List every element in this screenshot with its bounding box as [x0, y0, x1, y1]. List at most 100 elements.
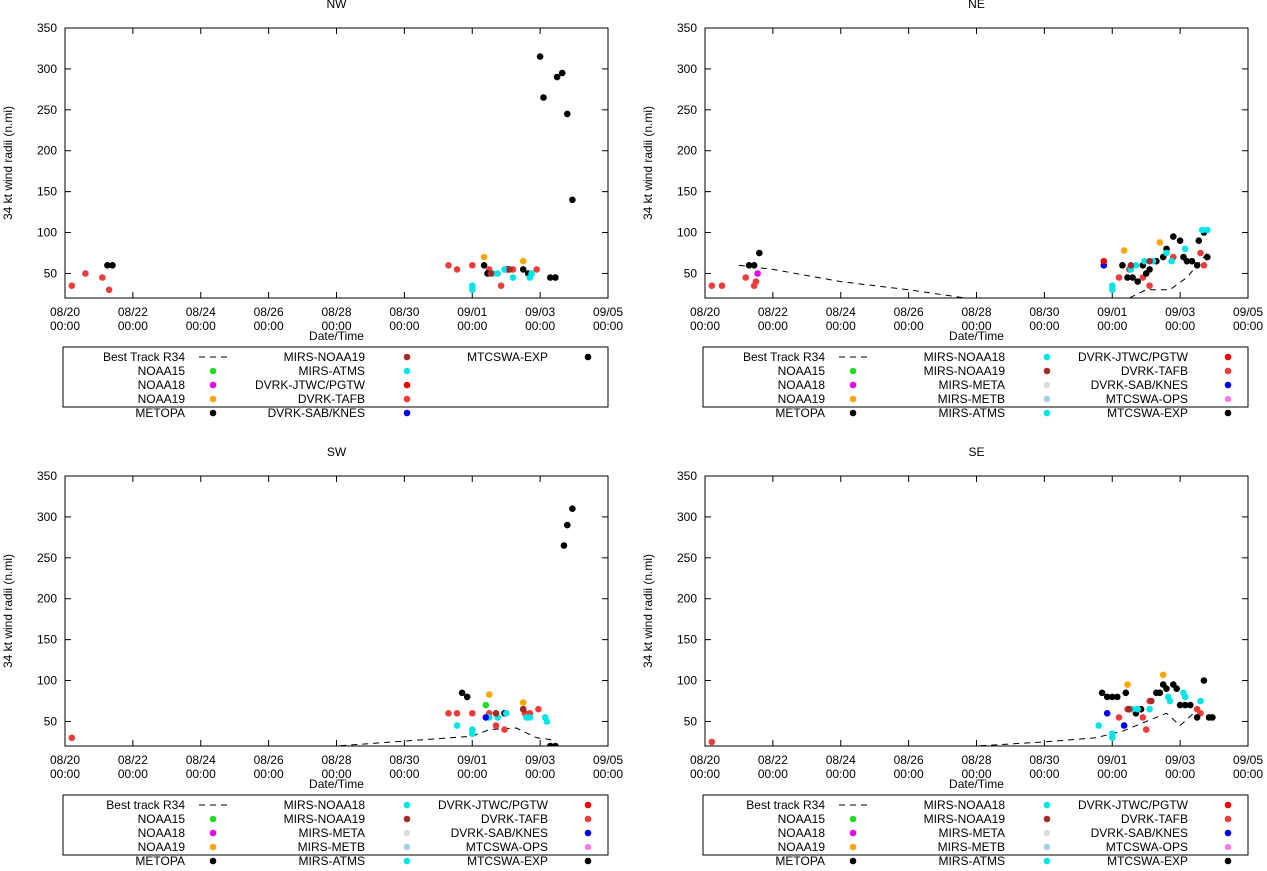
data-point: [1139, 714, 1147, 721]
data-point: [1181, 693, 1189, 701]
legend-label: MTCSWA-EXP: [1107, 854, 1188, 868]
legend-label: DVRK-SAB/KNES: [1091, 378, 1188, 392]
plot-area: [68, 53, 576, 298]
legend-label: MTCSWA-EXP: [467, 854, 548, 868]
legend-swatch-dot: [584, 857, 592, 865]
legend-swatch-dot: [1043, 829, 1051, 837]
x-tick-time: 00:00: [118, 767, 148, 781]
legend-label: DVRK-TAFB: [481, 812, 548, 826]
x-tick-time: 00:00: [1165, 767, 1195, 781]
plot-area: [708, 226, 1211, 298]
legend-swatch-dot: [403, 367, 411, 375]
data-point: [1197, 249, 1204, 257]
legend-label: METOPA: [135, 406, 185, 420]
data-point: [526, 714, 534, 721]
best-track-line: [329, 727, 558, 746]
data-point: [1163, 685, 1170, 692]
legend-label: MIRS-METB: [938, 392, 1005, 406]
data-point: [480, 253, 488, 261]
data-point: [540, 94, 547, 101]
legend-label: DVRK-TAFB: [298, 392, 365, 406]
data-point: [564, 521, 571, 529]
data-point: [453, 710, 461, 717]
legend-label: NOAA18: [778, 826, 826, 840]
data-point: [1127, 262, 1135, 269]
data-point: [552, 274, 559, 281]
legend-label: METOPA: [775, 406, 825, 420]
x-tick-label: 08/26 00:00: [894, 753, 924, 781]
x-tick-date: 08/22: [118, 305, 148, 319]
x-tick-date: 08/26: [894, 753, 924, 767]
best-track-line: [968, 712, 1208, 746]
legend-label: DVRK-SAB/KNES: [451, 826, 548, 840]
legend-label: DVRK-TAFB: [1121, 364, 1188, 378]
x-tick-date: 09/01: [1097, 305, 1127, 319]
legend-swatch-dot: [209, 381, 217, 389]
y-tick-label: 300: [677, 510, 697, 524]
best-track-line: [738, 252, 1208, 298]
data-point: [99, 274, 106, 281]
x-tick-date: 09/05: [1233, 753, 1263, 767]
data-point: [509, 274, 517, 281]
x-tick-date: 09/05: [593, 753, 623, 767]
data-point: [745, 262, 753, 269]
legend-swatch-dot: [1043, 857, 1051, 865]
data-point: [1122, 689, 1130, 697]
y-tick-label: 200: [677, 144, 697, 158]
x-tick-label: 08/20 00:00: [50, 305, 80, 333]
data-point: [68, 282, 76, 290]
legend-label: NOAA15: [138, 364, 186, 378]
data-point: [1200, 262, 1208, 269]
data-point: [1188, 257, 1196, 265]
x-tick-time: 00:00: [1233, 767, 1263, 781]
x-tick-time: 00:00: [593, 319, 623, 333]
data-point: [480, 262, 488, 269]
y-tick-label: 300: [37, 510, 57, 524]
x-tick-date: 08/30: [1029, 753, 1059, 767]
data-point: [502, 710, 510, 717]
x-tick-label: 09/01 00:00: [457, 305, 487, 333]
data-point: [1115, 714, 1123, 721]
x-tick-label: 08/24 00:00: [826, 305, 856, 333]
data-point: [1103, 693, 1111, 701]
plot-frame: [704, 27, 1249, 299]
x-tick-time: 00:00: [525, 319, 555, 333]
data-point: [1200, 677, 1208, 684]
data-point: [1119, 262, 1126, 269]
data-point: [1168, 257, 1175, 265]
data-point: [519, 266, 527, 273]
legend-label: MIRS-ATMS: [299, 364, 365, 378]
y-tick-label: 350: [677, 21, 697, 35]
legend-label: METOPA: [775, 854, 825, 868]
data-point: [445, 710, 452, 717]
legend-swatch-dot: [403, 857, 411, 865]
legend-label: NOAA19: [778, 840, 826, 854]
x-tick-date: 08/30: [389, 305, 419, 319]
x-tick-time: 00:00: [321, 767, 351, 781]
legend-swatch-dot: [403, 815, 411, 823]
legend-swatch-dot: [1224, 801, 1232, 809]
data-point: [1187, 701, 1194, 709]
data-point: [1148, 697, 1155, 705]
legend-swatch-dot: [849, 829, 857, 837]
legend-swatch-dot: [209, 367, 217, 375]
data-point: [1166, 697, 1174, 705]
data-point: [569, 505, 576, 512]
data-point: [109, 262, 116, 269]
legend-swatch-dot: [849, 367, 857, 375]
x-tick-date: 09/03: [1165, 305, 1195, 319]
x-tick-date: 08/20: [50, 305, 80, 319]
legend-swatch-dot: [584, 801, 592, 809]
legend-swatch-dot: [403, 409, 411, 417]
legend-swatch-dot: [1043, 843, 1051, 851]
x-tick-time: 00:00: [186, 319, 216, 333]
legend-swatch-dot: [1224, 857, 1232, 865]
x-tick-date: 09/05: [1233, 305, 1263, 319]
x-tick-label: 09/03 00:00: [1165, 753, 1195, 781]
x-tick-time: 00:00: [961, 319, 991, 333]
y-tick-label: 350: [677, 469, 697, 483]
data-point: [519, 699, 527, 706]
